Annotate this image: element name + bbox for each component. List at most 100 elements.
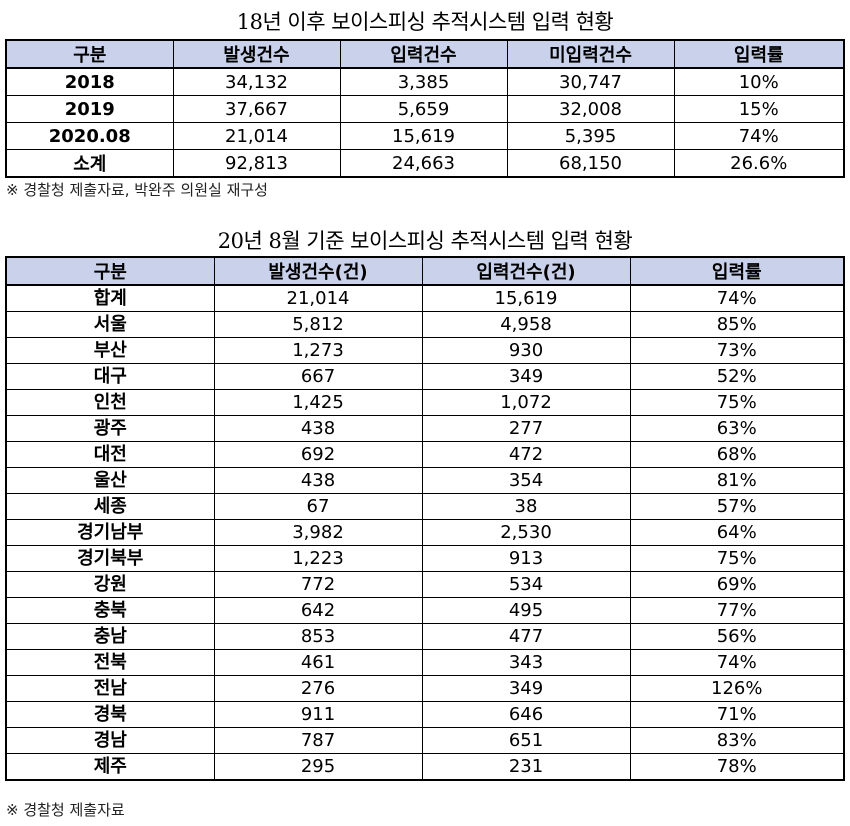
occurrences-cell: 772: [213, 571, 423, 598]
row-region-cell: 합계: [5, 284, 215, 312]
occurrences-cell: 692: [213, 441, 423, 468]
table1-header-input-rate: 입력률: [673, 39, 845, 69]
entered-cell: 349: [421, 363, 631, 390]
occurrences-cell: 5,812: [213, 311, 423, 338]
input-rate-cell: 69%: [629, 571, 845, 598]
entered-cell: 477: [421, 623, 631, 650]
table-row: 2018 34,132 3,385 30,747 10%: [5, 67, 845, 96]
not-entered-cell: 5,395: [506, 122, 675, 150]
entered-cell: 472: [421, 441, 631, 468]
input-rate-cell: 64%: [629, 519, 845, 546]
table-row: 경남 787 651 83%: [5, 727, 845, 754]
regional-input-status-table: 구분 발생건수(건) 입력건수(건) 입력률 합계 21,014 15,619 74%…: [5, 256, 845, 781]
table-row: 경북 911 646 71%: [5, 701, 845, 728]
table1-header-occurrences: 발생건수: [172, 39, 341, 69]
table-row: 합계 21,014 15,619 74%: [5, 284, 845, 312]
table-row: 충남 853 477 56%: [5, 623, 845, 650]
row-category-cell: 2019: [5, 95, 174, 123]
input-rate-cell: 68%: [629, 441, 845, 468]
occurrences-cell: 92,813: [172, 149, 341, 178]
table1-header-row: 구분 발생건수 입력건수 미입력건수 입력률: [5, 39, 845, 69]
table-row: 전북 461 343 74%: [5, 649, 845, 676]
input-rate-cell: 15%: [673, 95, 845, 123]
table-row: 광주 438 277 63%: [5, 415, 845, 442]
occurrences-cell: 1,273: [213, 337, 423, 364]
entered-cell: 5,659: [339, 95, 508, 123]
occurrences-cell: 295: [213, 753, 423, 781]
table-row: 서울 5,812 4,958 85%: [5, 311, 845, 338]
not-entered-cell: 32,008: [506, 95, 675, 123]
row-region-cell: 경북: [5, 701, 215, 728]
occurrences-cell: 21,014: [172, 122, 341, 150]
occurrences-cell: 642: [213, 597, 423, 624]
occurrences-cell: 34,132: [172, 67, 341, 96]
table-row: 세종 67 38 57%: [5, 493, 845, 520]
table-row: 전남 276 349 126%: [5, 675, 845, 702]
row-category-cell: 2018: [5, 67, 174, 96]
entered-cell: 930: [421, 337, 631, 364]
occurrences-cell: 787: [213, 727, 423, 754]
table-row: 대구 667 349 52%: [5, 363, 845, 390]
entered-cell: 913: [421, 545, 631, 572]
occurrences-cell: 67: [213, 493, 423, 520]
occurrences-cell: 853: [213, 623, 423, 650]
entered-cell: 651: [421, 727, 631, 754]
yearly-input-status-table: 구분 발생건수 입력건수 미입력건수 입력률 2018 34,132 3,385 30…: [5, 39, 845, 178]
row-region-cell: 전북: [5, 649, 215, 676]
entered-cell: 495: [421, 597, 631, 624]
entered-cell: 349: [421, 675, 631, 702]
entered-cell: 534: [421, 571, 631, 598]
table-row: 부산 1,273 930 73%: [5, 337, 845, 364]
table1-header-category: 구분: [5, 39, 174, 69]
entered-cell: 3,385: [339, 67, 508, 96]
row-category-cell: 소계: [5, 149, 174, 178]
entered-cell: 1,072: [421, 389, 631, 416]
row-region-cell: 인천: [5, 389, 215, 416]
row-region-cell: 충남: [5, 623, 215, 650]
input-rate-cell: 57%: [629, 493, 845, 520]
occurrences-cell: 438: [213, 415, 423, 442]
input-rate-cell: 26.6%: [673, 149, 845, 178]
occurrences-cell: 1,223: [213, 545, 423, 572]
input-rate-cell: 126%: [629, 675, 845, 702]
row-region-cell: 부산: [5, 337, 215, 364]
entered-cell: 231: [421, 753, 631, 781]
input-rate-cell: 83%: [629, 727, 845, 754]
input-rate-cell: 52%: [629, 363, 845, 390]
input-rate-cell: 73%: [629, 337, 845, 364]
entered-cell: 24,663: [339, 149, 508, 178]
row-region-cell: 제주: [5, 753, 215, 781]
entered-cell: 15,619: [421, 284, 631, 312]
table-row: 경기북부 1,223 913 75%: [5, 545, 845, 572]
row-region-cell: 광주: [5, 415, 215, 442]
occurrences-cell: 37,667: [172, 95, 341, 123]
occurrences-cell: 1,425: [213, 389, 423, 416]
table-row: 인천 1,425 1,072 75%: [5, 389, 845, 416]
row-region-cell: 충북: [5, 597, 215, 624]
table-row: 2020.08 21,014 15,619 5,395 74%: [5, 122, 845, 150]
not-entered-cell: 68,150: [506, 149, 675, 178]
input-rate-cell: 74%: [629, 284, 845, 312]
table-row: 충북 642 495 77%: [5, 597, 845, 624]
table-row: 경기남부 3,982 2,530 64%: [5, 519, 845, 546]
input-rate-cell: 75%: [629, 545, 845, 572]
table2-header-occurrences: 발생건수(건): [213, 256, 423, 286]
entered-cell: 2,530: [421, 519, 631, 546]
entered-cell: 343: [421, 649, 631, 676]
row-region-cell: 대구: [5, 363, 215, 390]
table-row: 강원 772 534 69%: [5, 571, 845, 598]
row-region-cell: 경기북부: [5, 545, 215, 572]
row-region-cell: 세종: [5, 493, 215, 520]
occurrences-cell: 21,014: [213, 284, 423, 312]
table-row: 소계 92,813 24,663 68,150 26.6%: [5, 149, 845, 178]
row-region-cell: 대전: [5, 441, 215, 468]
entered-cell: 277: [421, 415, 631, 442]
input-rate-cell: 63%: [629, 415, 845, 442]
occurrences-cell: 438: [213, 467, 423, 494]
input-rate-cell: 81%: [629, 467, 845, 494]
table2-title: 20년 8월 기준 보이스피싱 추적시스템 입력 현황: [217, 229, 633, 253]
entered-cell: 15,619: [339, 122, 508, 150]
table1-title: 18년 이후 보이스피싱 추적시스템 입력 현황: [236, 10, 614, 34]
table1-header-not-entered: 미입력건수: [506, 39, 675, 69]
input-rate-cell: 85%: [629, 311, 845, 338]
